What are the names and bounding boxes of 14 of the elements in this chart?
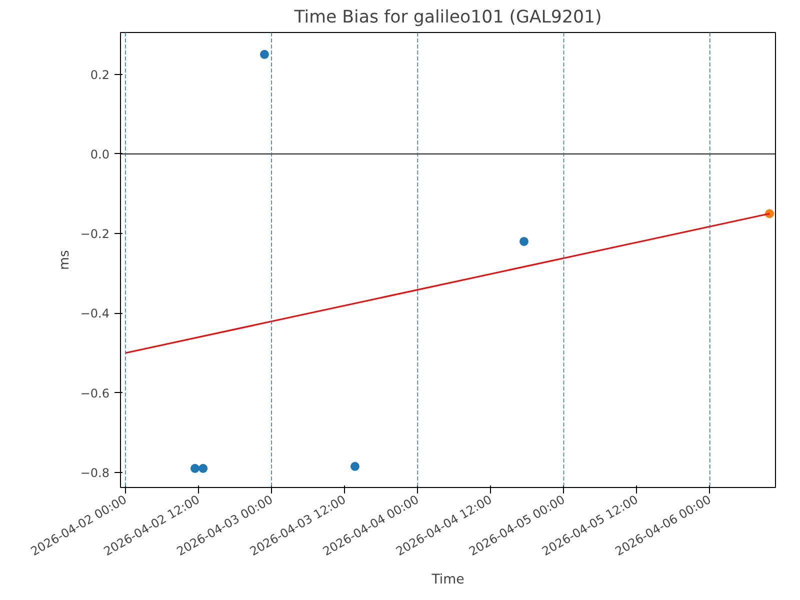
y-tick-label: 0.0 [90, 147, 110, 162]
y-tick-label: −0.2 [80, 227, 110, 242]
point [350, 462, 360, 471]
y-tick-label: 0.2 [90, 68, 110, 82]
x-axis-title: Time [430, 572, 464, 588]
point [190, 464, 200, 473]
y-tick-label: −0.6 [80, 386, 110, 400]
chart-title: Time Bias for galileo101 (GAL9201) [293, 8, 602, 28]
point [198, 464, 208, 473]
point [519, 236, 528, 246]
point [260, 50, 269, 59]
y-axis-title: ms [57, 250, 72, 270]
y-tick-label: −0.8 [80, 466, 110, 480]
y-tick-label: −0.4 [80, 306, 110, 321]
